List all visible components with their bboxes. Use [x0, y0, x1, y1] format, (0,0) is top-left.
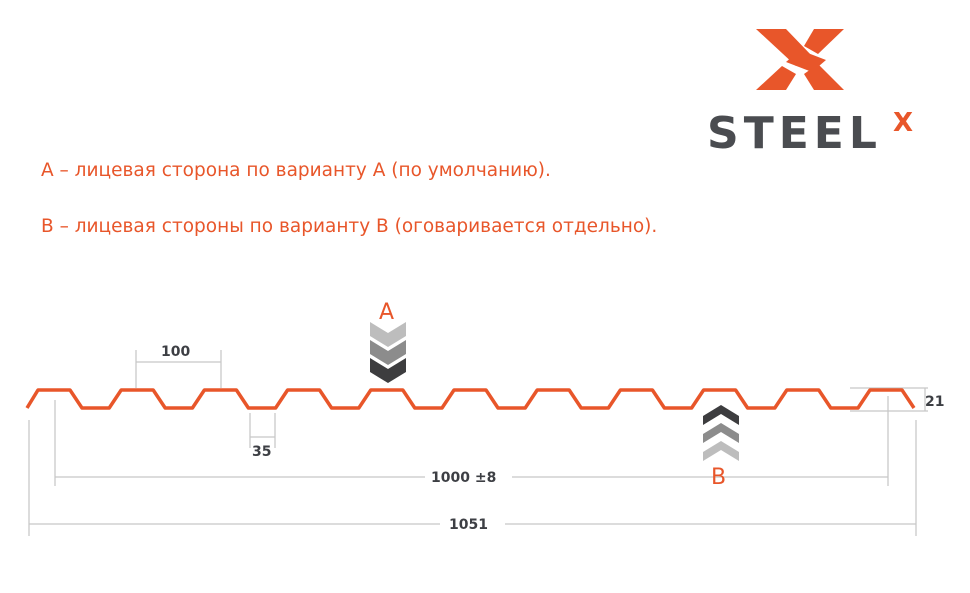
logo-x-mark-icon	[756, 29, 844, 90]
logo-text: STEEL	[707, 108, 882, 159]
bottom-width-dimension: 35	[252, 444, 271, 460]
dimension-lines	[28, 350, 928, 536]
corrugated-sheet-profile	[25, 388, 916, 410]
logo-superscript: X	[893, 108, 913, 138]
total-width-dimension: 1051	[449, 517, 488, 533]
useful-width-dimension: 1000 ±8	[431, 470, 496, 486]
side-a-arrows-icon	[370, 322, 406, 383]
side-a-label: A	[379, 300, 394, 325]
note-side-a: А – лицевая сторона по варианту А (по ум…	[41, 160, 551, 181]
note-side-b: В – лицевая стороны по варианту В (огова…	[41, 216, 658, 237]
steelx-logo: STEEL X	[707, 29, 913, 159]
pitch-dimension: 100	[161, 344, 190, 360]
side-b-arrows-icon	[703, 405, 739, 461]
side-b-label: B	[711, 465, 726, 490]
height-dimension: 21	[925, 394, 944, 410]
